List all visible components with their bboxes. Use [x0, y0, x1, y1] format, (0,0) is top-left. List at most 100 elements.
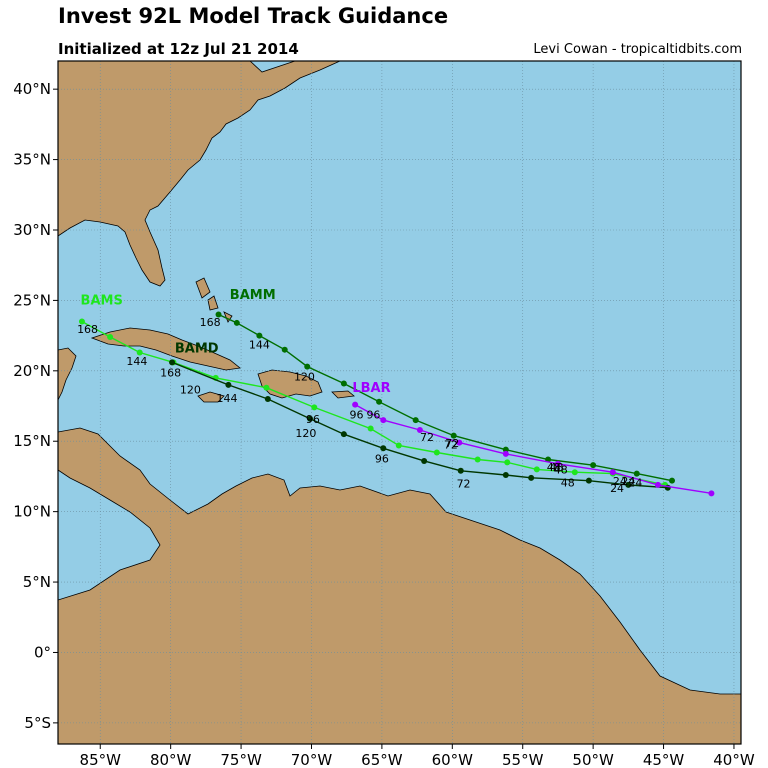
track-point-bams [474, 456, 481, 463]
track-lbar [352, 401, 715, 497]
model-label-lbar: LBAR [352, 381, 390, 396]
lon-tick-label: 80°W [150, 751, 192, 768]
track-line-bamm [218, 313, 673, 482]
forecast-hour-label-bams: 96 [306, 413, 320, 426]
lat-tick-label: 20°N [13, 362, 51, 380]
map-subtitle: Initialized at 12z Jul 21 2014 [58, 40, 299, 58]
forecast-hour-label-bamm: 72 [445, 437, 459, 450]
track-point-bamd [340, 431, 347, 438]
forecast-hour-label-bamm: 120 [294, 371, 315, 384]
track-point-bamm [304, 363, 311, 370]
track-point-bams [433, 449, 440, 456]
track-point-bams [107, 334, 114, 341]
lon-tick-label: 75°W [220, 751, 262, 768]
track-point-bams [533, 466, 540, 473]
track-point-bamd [625, 481, 632, 488]
forecast-hour-label-bamd: 72 [457, 478, 471, 491]
track-point-bams [571, 469, 578, 476]
track-point-lbar [708, 490, 715, 497]
track-point-bamm [633, 470, 640, 477]
forecast-hour-label-bamm: 144 [249, 338, 270, 351]
mexico-landmass [58, 347, 77, 401]
track-point-bamd [585, 477, 592, 484]
lat-tick-label: 10°N [13, 503, 51, 521]
model-label-bams: BAMS [81, 294, 123, 309]
track-point-bamd [225, 381, 232, 388]
forecast-hour-label-bamd: 120 [295, 427, 316, 440]
model-label-bamd: BAMD [175, 342, 219, 357]
forecast-hour-label-lbar: 96 [350, 409, 364, 422]
forecast-hour-label-bamd: 48 [561, 476, 575, 489]
forecast-hour-label-bams: 120 [180, 383, 201, 396]
track-point-bamd [169, 359, 176, 366]
land-layer [58, 61, 741, 744]
lat-tick-label: 35°N [13, 151, 51, 169]
track-point-lbar [456, 439, 463, 446]
lon-tick-label: 85°W [80, 751, 122, 768]
forecast-hour-label-bams: 168 [77, 323, 98, 336]
track-point-bams [311, 404, 318, 411]
map-title: Invest 92L Model Track Guidance [58, 4, 449, 28]
track-point-bamm [450, 432, 457, 439]
forecast-hour-label-bamd: 168 [160, 366, 181, 379]
forecast-hour-label-bamm: 48 [550, 461, 564, 474]
track-line-bams [81, 320, 666, 486]
track-point-bamm [215, 311, 222, 318]
forecast-hour-label-bams: 144 [126, 355, 147, 368]
track-point-lbar [380, 417, 387, 424]
lat-tick-label: 5°N [23, 573, 51, 591]
track-point-lbar [554, 460, 561, 467]
north-america-landmass [58, 61, 341, 287]
track-point-bams [367, 425, 374, 432]
forecast-hour-label-bamd: 96 [375, 452, 389, 465]
central-south-america-landmass [58, 427, 741, 744]
jamaica-island [197, 391, 225, 403]
forecast-hour-label-lbar: 48 [547, 461, 561, 474]
lat-tick-label: 15°N [13, 432, 51, 450]
lat-tick-label: 40°N [13, 80, 51, 98]
forecast-hour-label-bams: 24 [621, 475, 635, 488]
lon-tick-label: 55°W [502, 751, 544, 768]
puerto-rico-island [331, 390, 355, 399]
lon-tick-label: 40°W [713, 751, 755, 768]
track-point-bams [263, 384, 270, 391]
track-point-bamd [457, 467, 464, 474]
forecast-hour-label-bamd: 144 [216, 392, 237, 405]
forecast-hour-label-lbar: 24 [613, 475, 627, 488]
axis-layer: 85°W 80°W 75°W 70°W 65°W 60°W 55°W 50°W 45°W 40°W… [13, 80, 755, 768]
lat-tick-label: 0° [34, 643, 51, 661]
forecast-hour-label-bams: 72 [444, 438, 458, 451]
track-point-bams [136, 349, 143, 356]
forecast-hour-label-bamm: 168 [200, 316, 221, 329]
lon-tick-label: 60°W [432, 751, 474, 768]
track-point-lbar [416, 426, 423, 433]
lon-tick-label: 45°W [643, 751, 685, 768]
track-point-bams [504, 459, 511, 466]
track-point-bamd [380, 445, 387, 452]
track-point-bamm [233, 319, 240, 326]
track-point-bamm [502, 446, 509, 453]
cuba-island [90, 327, 241, 371]
track-point-bamd [528, 474, 535, 481]
forecast-hour-label-bamd: 24 [610, 482, 624, 495]
label-layer: 24487296120144168BAMS24487296120144168BA… [77, 288, 642, 495]
track-point-lbar [502, 450, 509, 457]
track-point-lbar [654, 481, 661, 488]
forecast-hour-label-bams: 48 [554, 464, 568, 477]
track-layer [78, 311, 715, 497]
lat-tick-label: 25°N [13, 291, 51, 309]
track-point-bams [395, 442, 402, 449]
track-bamm [215, 311, 675, 484]
lat-tick-label: 5°S [24, 714, 51, 732]
track-point-bamm [668, 477, 675, 484]
track-point-lbar [609, 469, 616, 476]
track-point-bamm [412, 417, 419, 424]
track-point-bamm [256, 332, 263, 339]
credit-text: Levi Cowan - tropicaltidbits.com [533, 42, 742, 57]
bahamas-islands [195, 277, 233, 323]
track-point-bamd [421, 457, 428, 464]
model-label-bamm: BAMM [230, 288, 276, 303]
track-point-bams [78, 318, 85, 325]
lon-tick-label: 70°W [291, 751, 333, 768]
